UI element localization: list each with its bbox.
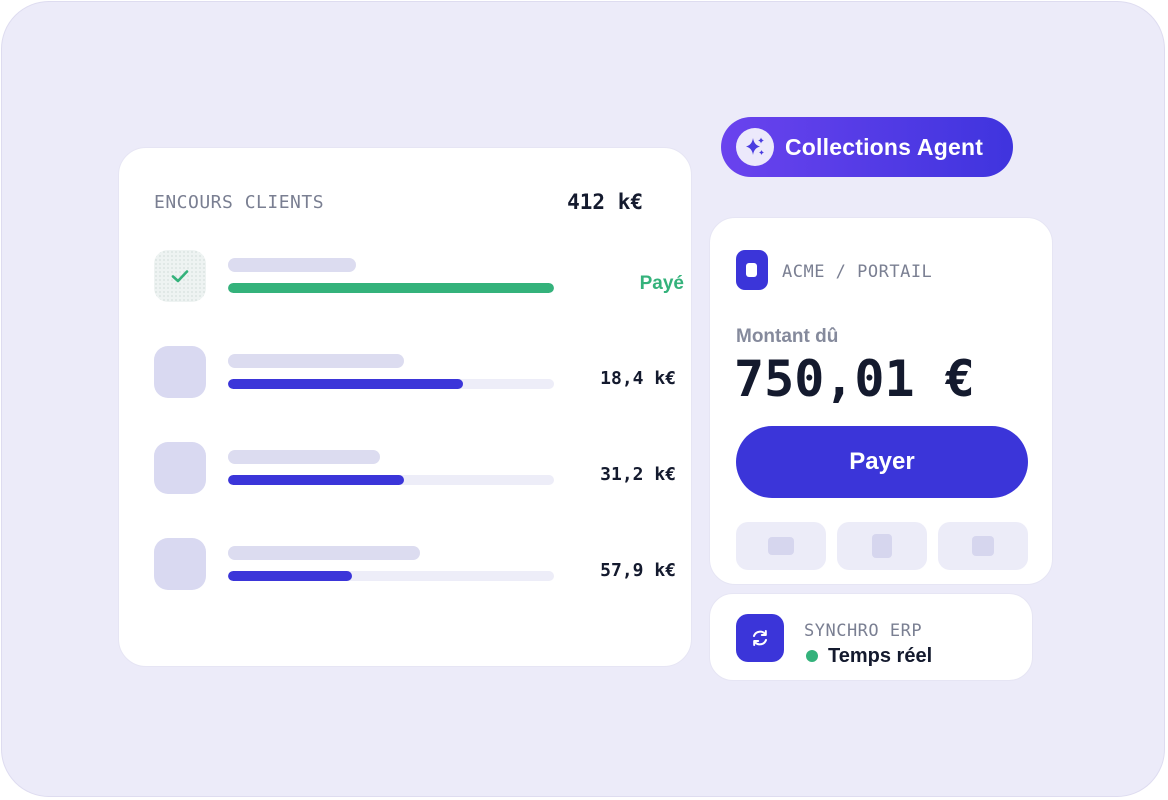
refresh-icon — [736, 614, 784, 662]
live-status-dot — [806, 650, 818, 662]
client-name-placeholder — [228, 258, 356, 272]
progress-track — [228, 283, 554, 293]
sync-title: SYNCHRO ERP — [804, 621, 923, 641]
payment-method-card[interactable] — [736, 522, 826, 570]
progress-fill — [228, 571, 352, 581]
receivable-row-paid[interactable]: Payé — [154, 250, 684, 302]
receivables-card: ENCOURS CLIENTS 412 k€ Payé 18,4 k€ 31,2… — [118, 147, 692, 667]
amount-due: 750,01 € — [734, 350, 975, 408]
client-avatar — [154, 346, 206, 398]
client-avatar — [154, 442, 206, 494]
sync-status: Temps réel — [828, 645, 933, 667]
payment-method-bank[interactable] — [938, 522, 1028, 570]
receivables-title: ENCOURS CLIENTS — [154, 192, 325, 213]
receivable-amount: 57,9 k€ — [600, 560, 676, 581]
check-icon — [171, 270, 189, 283]
client-avatar — [154, 538, 206, 590]
progress-track — [228, 571, 554, 581]
progress-track — [228, 379, 554, 389]
payment-card: ACME / PORTAIL Montant dû 750,01 € Payer — [709, 217, 1053, 585]
paid-check-avatar — [154, 250, 206, 302]
card-icon — [768, 537, 794, 555]
sparkle-icon — [736, 128, 774, 166]
client-name-placeholder — [228, 450, 380, 464]
progress-fill — [228, 283, 554, 293]
receivable-row[interactable]: 31,2 k€ — [154, 442, 676, 494]
amount-due-label: Montant dû — [736, 326, 839, 347]
merchant-logo — [736, 250, 768, 290]
payment-method-phone[interactable] — [837, 522, 927, 570]
client-name-placeholder — [228, 354, 404, 368]
bank-icon — [972, 536, 994, 556]
phone-icon — [872, 534, 892, 558]
receivables-total: 412 k€ — [567, 190, 643, 214]
client-name-placeholder — [228, 546, 420, 560]
receivable-amount: 18,4 k€ — [600, 368, 676, 389]
progress-fill — [228, 379, 463, 389]
agent-label: Collections Agent — [785, 134, 984, 160]
receivable-amount: 31,2 k€ — [600, 464, 676, 485]
collections-agent-pill[interactable]: Collections Agent — [721, 117, 1013, 177]
receivable-row[interactable]: 57,9 k€ — [154, 538, 676, 590]
progress-fill — [228, 475, 405, 485]
progress-track — [228, 475, 554, 485]
merchant-name: ACME / PORTAIL — [782, 262, 933, 282]
erp-sync-card: SYNCHRO ERP Temps réel — [709, 593, 1033, 681]
receivable-row[interactable]: 18,4 k€ — [154, 346, 676, 398]
paid-status: Payé — [639, 273, 684, 294]
pay-button[interactable]: Payer — [736, 426, 1028, 498]
